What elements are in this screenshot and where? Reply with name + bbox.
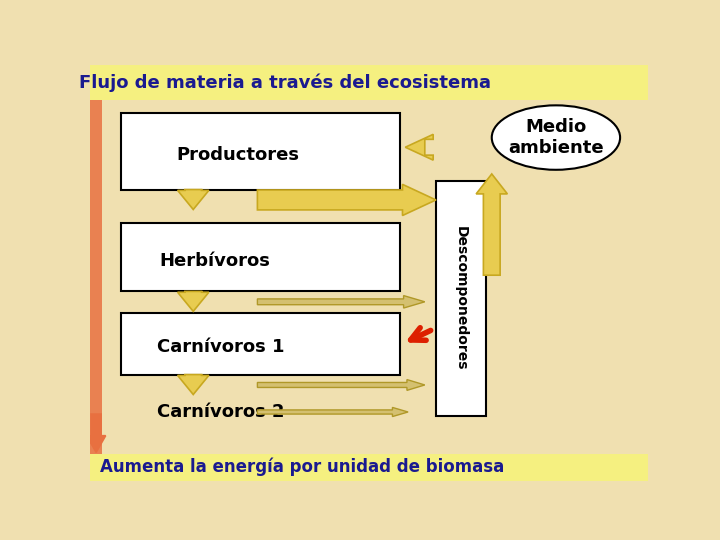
Polygon shape	[405, 134, 433, 160]
Text: Aumenta la energía por unidad de biomasa: Aumenta la energía por unidad de biomasa	[100, 457, 504, 476]
Bar	[90, 65, 648, 100]
Bar	[90, 100, 102, 454]
Text: Herbívoros: Herbívoros	[160, 252, 271, 269]
Text: Carnívoros 1: Carnívoros 1	[157, 338, 284, 356]
Polygon shape	[258, 295, 425, 308]
Bar	[121, 113, 400, 190]
Ellipse shape	[492, 105, 620, 170]
Polygon shape	[258, 184, 436, 215]
Polygon shape	[86, 414, 106, 453]
Polygon shape	[178, 375, 209, 395]
Polygon shape	[178, 292, 209, 312]
Bar	[436, 181, 486, 416]
Text: Descomponedores: Descomponedores	[454, 226, 468, 371]
Text: Flujo de materia a través del ecosistema: Flujo de materia a través del ecosistema	[79, 73, 491, 92]
Text: Carnívoros 2: Carnívoros 2	[157, 403, 284, 421]
Polygon shape	[258, 380, 425, 390]
Polygon shape	[178, 190, 209, 210]
Bar	[121, 313, 400, 375]
Bar	[90, 454, 648, 481]
Bar	[121, 223, 400, 292]
Polygon shape	[258, 407, 408, 416]
Text: Medio
ambiente: Medio ambiente	[508, 118, 604, 157]
Polygon shape	[476, 174, 508, 275]
Text: Productores: Productores	[176, 146, 300, 164]
